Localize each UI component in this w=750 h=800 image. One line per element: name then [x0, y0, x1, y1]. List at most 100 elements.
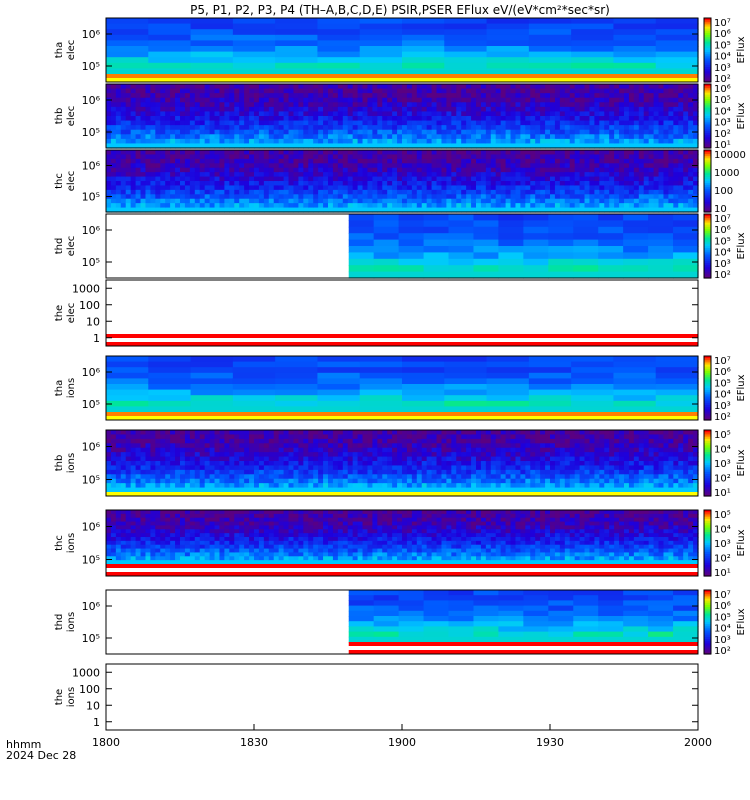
species-label: elec: [66, 106, 77, 127]
heatmap-cell: [441, 430, 447, 436]
heatmap-cell: [540, 198, 546, 204]
heatmap-cell: [423, 271, 450, 279]
heatmap-cell: [110, 150, 117, 156]
heatmap-cell: [436, 465, 443, 471]
heatmap-cell: [199, 176, 206, 182]
heatmap-cell: [693, 172, 699, 178]
heatmap-cell: [444, 29, 488, 36]
heatmap-cell: [523, 239, 549, 247]
heatmap-cell: [275, 29, 319, 36]
heatmap-cell: [402, 88, 408, 94]
heatmap-cell: [150, 102, 156, 108]
heatmap-cell: [658, 111, 665, 117]
heatmap-cell: [426, 443, 433, 449]
heatmap-cell: [554, 150, 561, 156]
heatmap-cell: [421, 116, 428, 122]
heatmap-cell: [110, 438, 117, 444]
heatmap-cell: [293, 97, 299, 103]
heatmap-cell: [184, 172, 191, 178]
heatmap-cell: [342, 172, 349, 178]
heatmap-cell: [678, 84, 684, 90]
heatmap-cell: [106, 167, 112, 173]
heatmap-cell: [688, 106, 694, 113]
heatmap-cell: [232, 57, 276, 64]
heatmap-cell: [398, 214, 425, 221]
heatmap-cell: [392, 430, 398, 436]
heatmap-cell: [569, 167, 576, 173]
heatmap-cell: [219, 129, 225, 135]
heatmap-cell: [402, 181, 408, 187]
heatmap-cell: [614, 172, 620, 178]
heatmap-cell: [318, 469, 324, 475]
heatmap-cell: [318, 487, 324, 493]
heatmap-cell: [219, 106, 225, 113]
heatmap-cell: [234, 194, 240, 200]
heatmap-cell: [540, 185, 546, 191]
heatmap-cell: [436, 120, 443, 126]
heatmap-cell: [140, 84, 147, 90]
heatmap-cell: [392, 167, 398, 173]
heatmap-cell: [332, 129, 339, 135]
heatmap-cell: [160, 181, 166, 187]
heatmap-cell: [110, 198, 117, 204]
heatmap-cell: [387, 125, 393, 131]
heatmap-cell: [530, 102, 536, 108]
heatmap-cell: [170, 430, 176, 436]
heatmap-cell: [638, 106, 645, 113]
heatmap-cell: [160, 487, 166, 493]
heatmap-cell: [323, 97, 329, 103]
heatmap-cell: [130, 163, 137, 169]
heatmap-cell: [668, 134, 674, 140]
heatmap-cell: [609, 207, 615, 213]
heatmap-cell: [421, 106, 428, 113]
heatmap-cell: [421, 163, 428, 169]
heatmap-cell: [249, 189, 255, 195]
heatmap-cell: [150, 487, 156, 493]
heatmap-cell: [476, 93, 482, 99]
heatmap-cell: [446, 163, 452, 169]
heatmap-cell: [540, 97, 546, 103]
heatmap-cell: [485, 102, 492, 108]
heatmap-cell: [106, 406, 149, 413]
heatmap-cell: [268, 84, 275, 90]
heatmap-cell: [347, 194, 354, 200]
heatmap-cell: [397, 120, 403, 126]
heatmap-cell: [554, 167, 561, 173]
heatmap-cell: [688, 181, 694, 187]
heatmap-cell: [683, 120, 689, 126]
heatmap-cell: [554, 207, 561, 213]
heatmap-cell: [258, 483, 265, 489]
heatmap-cell: [278, 167, 285, 173]
heatmap-cell: [308, 129, 314, 135]
heatmap-cell: [357, 138, 364, 145]
heatmap-cell: [436, 461, 443, 467]
heatmap-cell: [431, 198, 438, 204]
heatmap-cell: [382, 134, 388, 140]
heatmap-cell: [510, 102, 517, 108]
heatmap-cell: [273, 167, 280, 173]
heatmap-cell: [372, 134, 378, 140]
heatmap-cell: [254, 189, 260, 195]
heatmap-cell: [456, 207, 462, 213]
heatmap-cell: [160, 120, 166, 126]
heatmap-cell: [249, 185, 255, 191]
colorbar-cell: [704, 246, 711, 249]
heatmap-cell: [416, 167, 423, 173]
colorbar-cell: [704, 172, 711, 176]
heatmap-cell: [298, 93, 304, 99]
heatmap-cell: [402, 469, 408, 475]
heatmap-cell: [599, 172, 605, 178]
heatmap-cell: [347, 120, 354, 126]
heatmap-cell: [249, 116, 255, 122]
heatmap-cell: [140, 430, 147, 436]
heatmap-cell: [584, 172, 591, 178]
heatmap-cell: [254, 134, 260, 140]
heatmap-cell: [387, 158, 393, 164]
heatmap-cell: [125, 106, 132, 113]
heatmap-cell: [372, 106, 378, 113]
heatmap-cell: [298, 120, 304, 126]
heatmap-cell: [283, 438, 290, 444]
heatmap-cell: [599, 163, 605, 169]
heatmap-cell: [239, 438, 245, 444]
heatmap-cell: [115, 158, 122, 164]
